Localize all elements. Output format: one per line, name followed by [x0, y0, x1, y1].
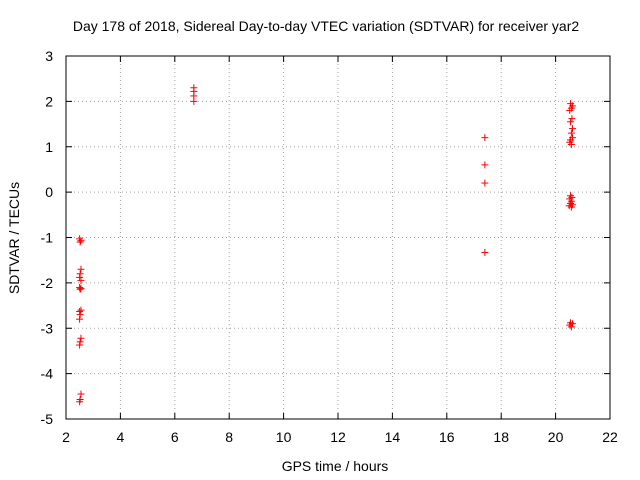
x-tick-label: 8	[225, 429, 233, 445]
data-point	[76, 235, 84, 243]
data-point	[481, 248, 489, 256]
y-tick-label: 3	[45, 48, 53, 64]
data-point	[567, 203, 575, 211]
data-point	[481, 179, 489, 187]
data-point	[76, 307, 84, 315]
data-point	[76, 273, 84, 281]
data-point	[76, 338, 84, 346]
x-tick-label: 22	[602, 429, 618, 445]
data-point	[567, 323, 575, 331]
x-tick-label: 14	[385, 429, 401, 445]
data-point	[76, 270, 84, 278]
y-axis-label: SDTVAR / TECUs	[6, 182, 22, 294]
data-point	[76, 283, 84, 291]
y-tick-label: -4	[41, 366, 54, 382]
y-tick-label: -5	[41, 411, 54, 427]
x-tick-label: 20	[548, 429, 564, 445]
data-point	[568, 125, 576, 133]
data-point	[481, 134, 489, 142]
y-tick-label: -3	[41, 320, 54, 336]
x-tick-label: 18	[493, 429, 509, 445]
x-tick-label: 6	[171, 429, 179, 445]
x-tick-label: 16	[439, 429, 455, 445]
data-point	[76, 238, 84, 246]
data-point	[567, 118, 575, 126]
grid-layer	[66, 56, 610, 419]
y-tick-label: 2	[45, 93, 53, 109]
data-point	[76, 398, 84, 406]
y-tick-label: -2	[41, 275, 54, 291]
y-tick-label: 1	[45, 139, 53, 155]
data-point	[76, 315, 84, 323]
x-axis-label: GPS time / hours	[282, 458, 389, 474]
data-point	[77, 284, 85, 292]
x-tick-label: 2	[62, 429, 70, 445]
y-tick-label: -1	[41, 230, 54, 246]
data-point	[567, 129, 575, 137]
data-point	[566, 106, 574, 114]
x-tick-label: 10	[276, 429, 292, 445]
data-point	[190, 97, 198, 105]
marker-layer	[76, 84, 576, 406]
data-point	[77, 277, 85, 285]
data-point	[567, 192, 575, 200]
data-point	[77, 390, 85, 398]
x-tick-label: 4	[117, 429, 125, 445]
data-point	[76, 341, 84, 349]
data-point	[77, 237, 85, 245]
data-point	[481, 161, 489, 169]
y-tick-label: 0	[45, 184, 53, 200]
data-point	[567, 140, 575, 148]
data-point	[568, 115, 576, 123]
data-point	[77, 265, 85, 273]
chart-title: Day 178 of 2018, Sidereal Day-to-day VTE…	[73, 18, 579, 34]
data-point	[77, 306, 85, 314]
data-point	[566, 321, 574, 329]
data-point	[76, 285, 84, 293]
data-point	[76, 311, 84, 319]
x-tick-label: 12	[330, 429, 346, 445]
data-point	[77, 334, 85, 342]
